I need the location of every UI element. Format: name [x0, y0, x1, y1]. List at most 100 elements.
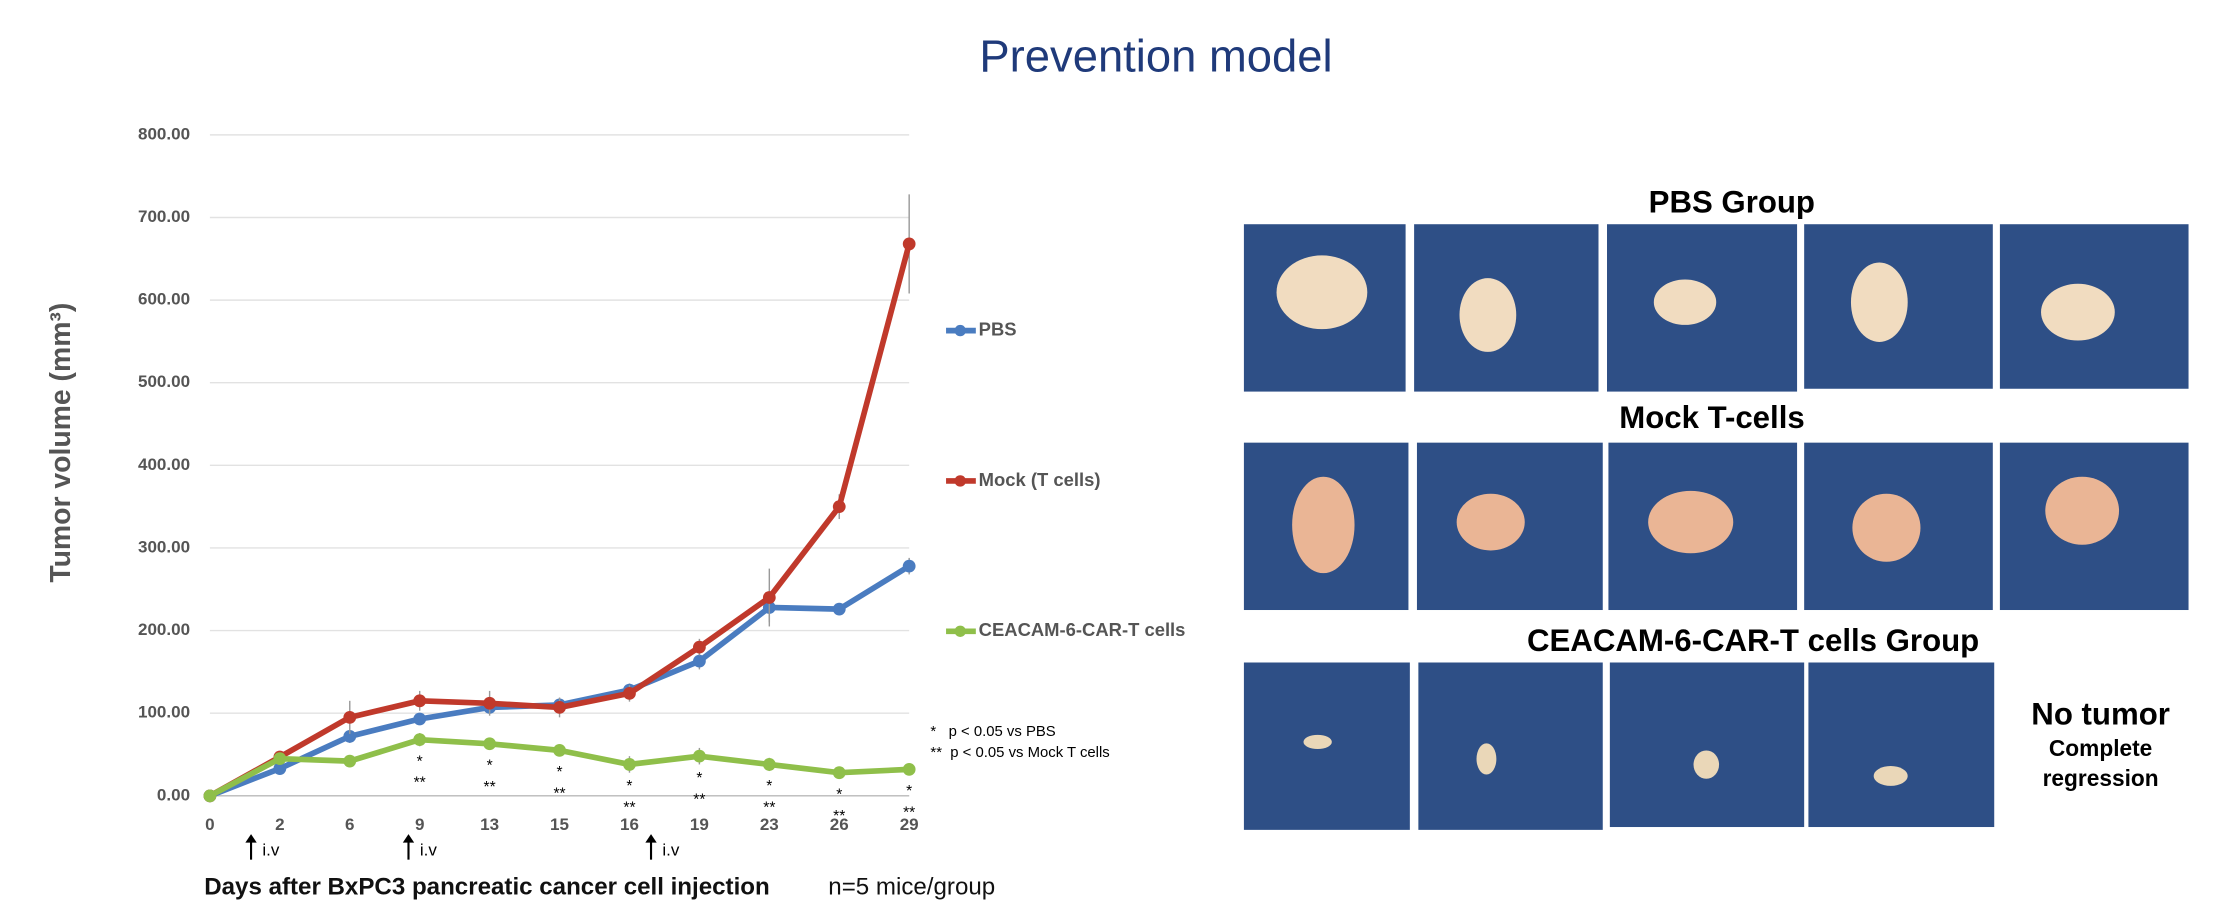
y-tick-label: 200.00 [138, 620, 190, 639]
tumor-sample [1303, 735, 1331, 749]
significance-mark: * [696, 770, 702, 787]
significance-mark: * [417, 753, 423, 770]
significance-mark: ** [763, 800, 775, 817]
no-tumor-sub: Complete regression [2014, 735, 2187, 795]
tumor-sample [1851, 263, 1908, 342]
tumor-photo [1418, 663, 1602, 830]
page-title: Prevention model [979, 31, 1332, 82]
legend-label: CEACAM-6-CAR-T cells [979, 619, 1186, 640]
tumor-sample [2045, 477, 2119, 545]
tumor-sample [1852, 494, 1920, 562]
legend-label: Mock (T cells) [979, 469, 1101, 490]
significance-mark: * [766, 778, 772, 795]
data-point [413, 694, 426, 707]
injection-label: i.v [420, 841, 438, 860]
significance-mark: * [906, 783, 912, 800]
page: Prevention model Tumor volume (mm³) Days… [0, 0, 2224, 908]
x-tick-label: 19 [690, 815, 709, 834]
data-point [763, 591, 776, 604]
injection-label: i.v [662, 841, 680, 860]
x-tick-label: 13 [480, 815, 499, 834]
legend-marker [955, 325, 966, 336]
tumor-sample [1694, 750, 1720, 778]
data-point [413, 713, 426, 726]
data-point [903, 560, 916, 573]
significance-mark: * [626, 778, 632, 795]
tumor-sample [1457, 494, 1525, 551]
injection-arrowhead [403, 834, 414, 843]
y-tick-label: 500.00 [138, 372, 190, 391]
data-point [693, 750, 706, 763]
y-tick-label: 700.00 [138, 207, 190, 226]
tumor-sample [1292, 477, 1354, 573]
significance-mark: ** [414, 775, 426, 792]
significance-mark: ** [484, 779, 496, 796]
group-heading: PBS Group [1649, 185, 1815, 220]
no-tumor-label: No tumor [2031, 697, 2170, 732]
data-point [693, 641, 706, 654]
data-point [273, 752, 286, 765]
significance-mark: ** [693, 791, 705, 808]
y-tick-label: 600.00 [138, 290, 190, 309]
data-point [204, 789, 217, 802]
data-point [413, 733, 426, 746]
tumor-sample [1460, 278, 1517, 352]
data-point [833, 603, 846, 616]
tumor-sample [1654, 280, 1716, 325]
data-point [763, 758, 776, 771]
data-point [483, 697, 496, 710]
y-tick-label: 800.00 [138, 124, 190, 143]
x-tick-label: 0 [205, 815, 214, 834]
y-tick-label: 300.00 [138, 537, 190, 556]
significance-mark: ** [903, 804, 915, 821]
tumor-sample [1648, 491, 1733, 553]
data-point [903, 238, 916, 251]
significance-mark: * [487, 758, 493, 775]
injection-arrowhead [645, 834, 656, 843]
x-tick-label: 6 [345, 815, 354, 834]
legend-marker [955, 626, 966, 637]
data-point [483, 737, 496, 750]
y-tick-label: 100.00 [138, 703, 190, 722]
group-heading: CEACAM-6-CAR-T cells Group [1527, 623, 1979, 658]
injection-arrowhead [245, 834, 256, 843]
data-point [623, 758, 636, 771]
significance-mark: ** [553, 785, 565, 802]
significance-mark: ** [623, 800, 635, 817]
significance-mark: * [836, 787, 842, 804]
tumor-sample [2041, 284, 2115, 341]
significance-legend: ** p < 0.05 vs Mock T cells [930, 745, 1109, 761]
y-tick-label: 0.00 [157, 785, 190, 804]
data-point [553, 744, 566, 757]
group-heading: Mock T-cells [1619, 400, 1804, 435]
y-tick-label: 400.00 [138, 455, 190, 474]
injection-label: i.v [262, 841, 280, 860]
data-point [553, 701, 566, 714]
data-point [343, 755, 356, 768]
data-point [693, 655, 706, 668]
significance-legend: * p < 0.05 vs PBS [930, 724, 1055, 740]
data-point [623, 687, 636, 700]
x-tick-label: 23 [760, 815, 779, 834]
significance-mark: * [557, 764, 563, 781]
x-tick-label: 9 [415, 815, 424, 834]
legend-marker [955, 475, 966, 486]
data-point [833, 500, 846, 513]
y-axis-label: Tumor volume (mm³) [45, 303, 77, 583]
data-point [833, 766, 846, 779]
legend-label: PBS [979, 318, 1017, 339]
tumor-sample [1477, 743, 1497, 774]
data-point [343, 711, 356, 724]
tumor-photo [1610, 663, 1804, 828]
significance-mark: ** [833, 808, 845, 825]
sample-note: n=5 mice/group [828, 873, 995, 900]
tumor-sample [1277, 255, 1368, 329]
data-point [903, 763, 916, 776]
no-tumor-sub-box: Complete regression [2014, 735, 2187, 806]
tumor-photo [1808, 663, 1994, 828]
x-axis-label: Days after BxPC3 pancreatic cancer cell … [204, 873, 770, 900]
x-tick-label: 2 [275, 815, 284, 834]
tumor-sample [1874, 766, 1908, 786]
x-tick-label: 16 [620, 815, 639, 834]
x-tick-label: 15 [550, 815, 569, 834]
